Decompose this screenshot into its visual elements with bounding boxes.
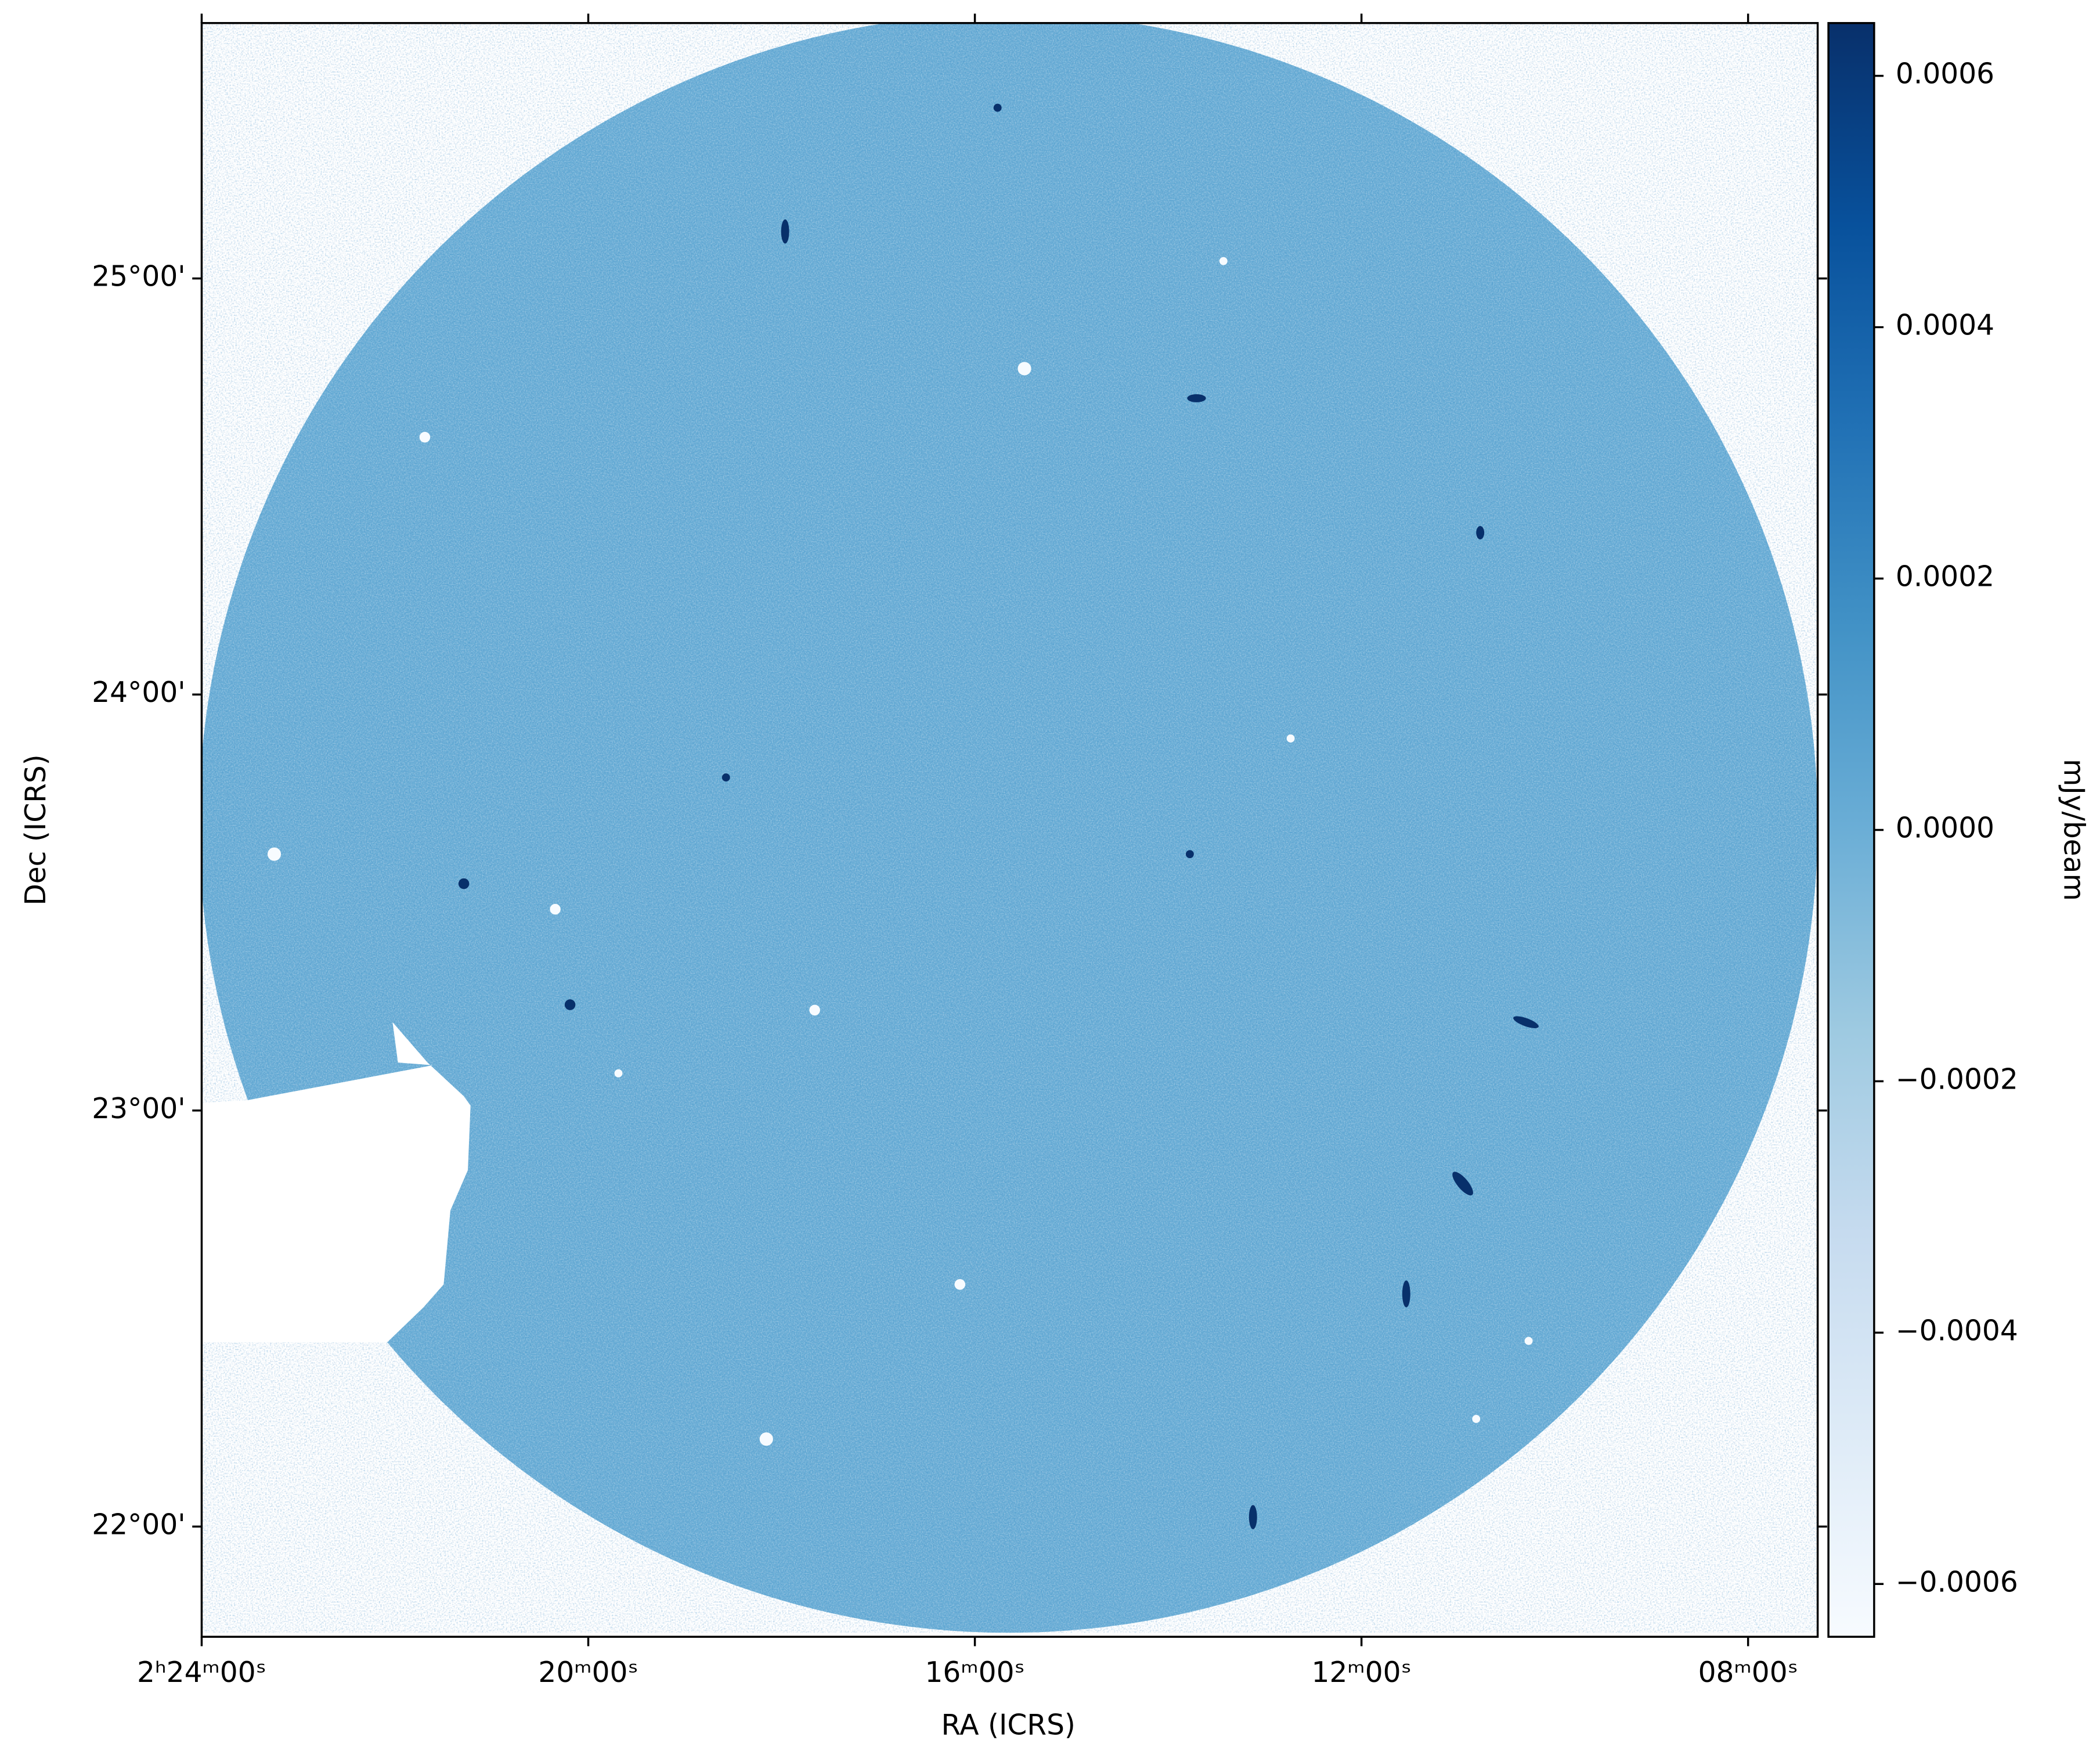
colorbar-tick-label: −0.0006 <box>1896 1566 2018 1598</box>
colorbar-tick-label: 0.0002 <box>1896 561 1994 593</box>
y-axis-label: Dec (ICRS) <box>20 754 52 905</box>
masked-region <box>201 1022 471 1342</box>
y-tick-label: 24°00' <box>92 676 185 709</box>
colorbar-tick-label: 0.0000 <box>1896 812 1994 844</box>
x-tick-label: 08ᵐ00ˢ <box>1698 1656 1798 1689</box>
colorbar-tick-label: −0.0004 <box>1896 1314 2018 1347</box>
colorbar-tick-label: 0.0006 <box>1896 58 1994 91</box>
x-tick-label: 12ᵐ00ˢ <box>1312 1656 1412 1689</box>
sources <box>458 103 1539 1529</box>
plot-area <box>201 23 1818 1633</box>
colorbar <box>1827 21 1875 1638</box>
y-tick-label: 25°00' <box>92 261 185 293</box>
colorbar-tick-label: −0.0002 <box>1896 1063 2018 1096</box>
x-axis-label: RA (ICRS) <box>941 1709 1075 1741</box>
y-tick-label: 22°00' <box>92 1508 185 1541</box>
x-tick-label: 16ᵐ00ˢ <box>925 1656 1024 1689</box>
image-noise <box>201 23 1818 1633</box>
axes-frame <box>200 21 1819 1638</box>
bright-sources <box>267 257 1533 1446</box>
colorbar-label: mJy/beam <box>2057 759 2090 901</box>
x-tick-label: 20ᵐ00ˢ <box>538 1656 638 1689</box>
colorbar-tick-label: 0.0004 <box>1896 309 1994 342</box>
y-tick-label: 23°00' <box>92 1093 185 1125</box>
x-tick-label: 2ʰ24ᵐ00ˢ <box>137 1656 266 1689</box>
